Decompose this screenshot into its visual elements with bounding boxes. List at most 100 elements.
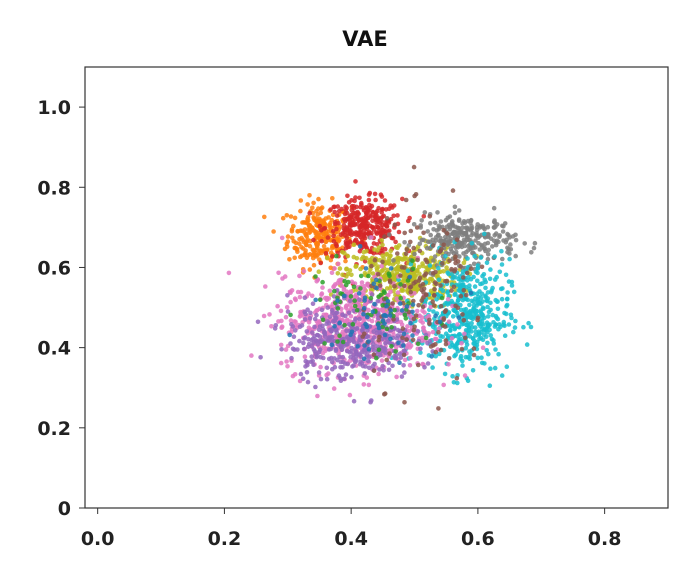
data-point	[278, 360, 284, 366]
x-tick-label: 0.2	[208, 528, 242, 550]
data-point	[500, 256, 505, 262]
data-point	[320, 317, 326, 323]
data-point	[459, 341, 464, 346]
data-point	[468, 266, 474, 272]
data-point	[521, 324, 526, 330]
data-point	[329, 338, 335, 344]
data-point	[478, 324, 483, 329]
data-point	[454, 237, 460, 242]
data-point	[388, 266, 394, 271]
data-point	[289, 355, 294, 361]
data-point	[355, 239, 360, 245]
data-point	[362, 298, 367, 303]
data-point	[330, 229, 336, 234]
data-point	[386, 220, 392, 225]
data-point	[420, 308, 425, 314]
data-point	[481, 225, 486, 230]
data-point	[249, 353, 254, 358]
data-point	[345, 334, 350, 340]
data-point	[329, 245, 335, 251]
data-point	[334, 253, 339, 259]
data-point	[314, 308, 319, 314]
data-point	[442, 324, 448, 329]
data-point	[452, 204, 458, 210]
data-point	[502, 323, 507, 329]
data-point	[311, 200, 316, 206]
data-point	[366, 273, 371, 279]
data-point	[430, 243, 436, 248]
data-point	[486, 309, 492, 315]
data-point	[275, 303, 280, 309]
data-point	[509, 283, 515, 288]
data-point	[380, 242, 385, 248]
data-point	[481, 306, 486, 312]
data-point	[382, 276, 388, 281]
data-point	[364, 244, 369, 250]
data-point	[424, 245, 430, 251]
data-point	[442, 309, 448, 315]
data-point	[353, 195, 358, 200]
data-point	[329, 355, 334, 361]
data-point	[287, 332, 293, 338]
data-point	[406, 243, 412, 248]
data-point	[455, 348, 461, 354]
data-point	[363, 210, 369, 216]
data-point	[386, 318, 391, 323]
data-point	[506, 322, 512, 327]
data-point	[446, 319, 452, 325]
data-point	[307, 267, 313, 272]
data-point	[455, 259, 461, 264]
data-point	[467, 310, 472, 315]
data-point	[452, 353, 457, 359]
data-point	[469, 321, 474, 326]
data-point	[373, 213, 378, 218]
data-point	[463, 335, 468, 341]
data-point	[316, 319, 322, 324]
data-point	[348, 294, 354, 299]
data-point	[365, 282, 371, 288]
data-point	[386, 206, 392, 212]
data-point	[319, 292, 324, 297]
data-point	[376, 338, 382, 343]
data-point	[329, 328, 334, 334]
data-point	[462, 331, 467, 337]
data-point	[318, 364, 323, 370]
data-point	[355, 211, 361, 216]
data-point	[461, 287, 467, 293]
data-point	[341, 223, 347, 228]
data-point	[464, 292, 469, 298]
data-point	[403, 316, 409, 321]
data-point	[503, 239, 509, 245]
data-point	[491, 341, 497, 346]
data-point	[307, 316, 313, 321]
data-point	[408, 355, 413, 361]
data-point	[473, 232, 479, 238]
data-point	[398, 295, 404, 301]
data-point	[410, 266, 416, 272]
data-point	[408, 289, 414, 295]
data-point	[396, 277, 401, 283]
data-point	[385, 299, 391, 304]
data-point	[469, 298, 475, 304]
data-point	[417, 248, 423, 254]
data-point	[279, 347, 284, 352]
data-point	[344, 348, 350, 354]
data-point	[368, 295, 374, 301]
data-point	[363, 266, 369, 271]
data-point	[309, 354, 315, 360]
data-point	[471, 341, 476, 346]
data-point	[334, 226, 339, 232]
data-point	[319, 238, 325, 244]
data-point	[418, 318, 423, 324]
data-point	[446, 271, 452, 277]
data-point	[316, 327, 322, 333]
data-point	[458, 278, 463, 283]
data-point	[315, 341, 321, 347]
data-point	[427, 263, 433, 268]
data-point	[330, 196, 335, 201]
data-point	[375, 224, 381, 230]
data-point	[353, 316, 358, 322]
data-point	[469, 240, 475, 246]
data-point	[401, 352, 407, 358]
data-point	[340, 249, 345, 255]
